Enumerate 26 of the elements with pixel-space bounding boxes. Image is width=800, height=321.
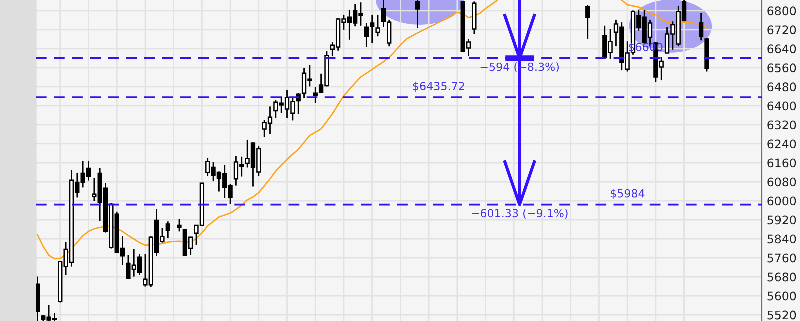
y-tick-label: 6240 <box>768 140 796 149</box>
y-tick-label: 5920 <box>768 216 796 225</box>
ref-line-label: $6435.72 <box>413 82 464 92</box>
ref-line-label: $5984 <box>610 189 645 200</box>
y-tick-label: 5760 <box>768 254 796 263</box>
y-tick-label: 6560 <box>768 64 796 73</box>
candlestick <box>376 14 380 38</box>
annotation: −601.33 (−9.1%) <box>472 208 568 219</box>
y-tick-label: 6720 <box>768 26 796 35</box>
y-tick-label: 6320 <box>768 120 796 130</box>
y-tick-label: 5840 <box>768 234 796 244</box>
y-tick-label: 6400 <box>768 102 796 111</box>
candlestick <box>586 4 590 40</box>
candlestick <box>698 12 704 42</box>
y-tick-label: 5600 <box>768 292 796 301</box>
y-tick-label: 5520 <box>768 310 796 320</box>
y-tick-label: 5680 <box>768 272 796 282</box>
candlestick <box>166 220 170 240</box>
candlestick <box>177 218 182 232</box>
y-tick-label: 6000 <box>768 196 796 206</box>
y-tick-label: 6640 <box>768 44 796 54</box>
y-tick-label: 6800 <box>768 6 796 16</box>
y-tick-label: 6480 <box>768 82 796 92</box>
candlestick <box>415 0 420 29</box>
y-tick-label: 6160 <box>768 158 796 168</box>
y-tick-label: 6080 <box>768 178 796 187</box>
